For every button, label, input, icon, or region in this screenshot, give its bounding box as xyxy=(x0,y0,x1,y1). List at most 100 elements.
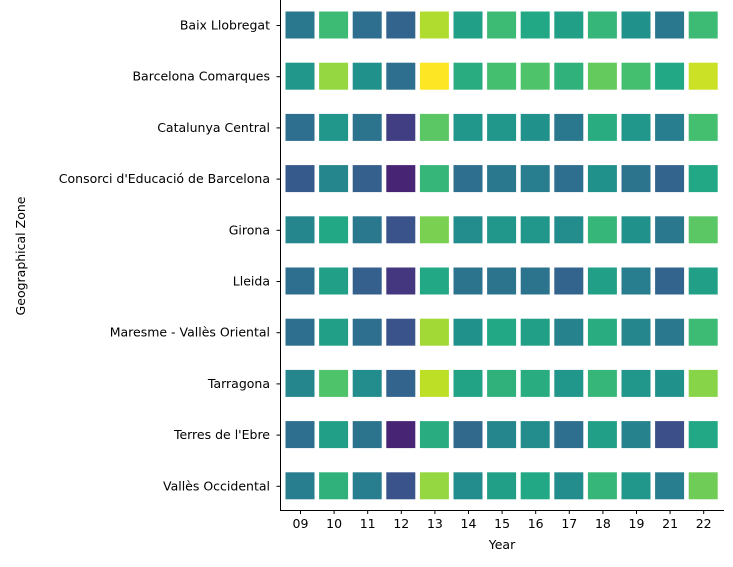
heatmap-cell xyxy=(553,164,585,194)
heatmap-cell xyxy=(418,112,450,142)
x-axis-label: Year xyxy=(488,537,516,552)
heatmap-cell xyxy=(519,164,551,194)
heatmap-cell xyxy=(519,368,551,398)
heatmap-cell xyxy=(452,215,484,245)
heatmap-cell xyxy=(620,368,652,398)
heatmap-cell xyxy=(687,61,719,91)
heatmap-cell xyxy=(553,317,585,347)
heatmap-cell xyxy=(586,215,618,245)
heatmap-cell xyxy=(687,266,719,296)
y-tick-label: Maresme - Vallès Oriental xyxy=(110,325,270,340)
heatmap-cell xyxy=(486,471,518,501)
heatmap-cell xyxy=(351,164,383,194)
heatmap-cell xyxy=(318,164,350,194)
heatmap-cell xyxy=(486,420,518,450)
heatmap-cell xyxy=(351,10,383,40)
heatmap-cell xyxy=(452,164,484,194)
heatmap-cell xyxy=(553,10,585,40)
heatmap-cell xyxy=(486,368,518,398)
heatmap-cell xyxy=(418,420,450,450)
heatmap-cell xyxy=(486,61,518,91)
x-tick-label: 11 xyxy=(360,516,376,531)
heatmap-cell xyxy=(385,164,417,194)
heatmap-cell xyxy=(586,164,618,194)
heatmap-cell xyxy=(284,368,316,398)
heatmap-cell xyxy=(318,61,350,91)
x-tick-label: 09 xyxy=(293,516,309,531)
heatmap-cell xyxy=(452,61,484,91)
heatmap-cell xyxy=(620,61,652,91)
heatmap-cell xyxy=(418,215,450,245)
heatmap-cell xyxy=(284,61,316,91)
heatmap-cell xyxy=(586,471,618,501)
heatmap-cell xyxy=(519,112,551,142)
heatmap-cell xyxy=(654,10,686,40)
heatmap-cell xyxy=(385,61,417,91)
heatmap-cell xyxy=(654,317,686,347)
heatmap-cell xyxy=(586,266,618,296)
heatmap-cell xyxy=(553,61,585,91)
heatmap-cell xyxy=(519,317,551,347)
heatmap-cell xyxy=(284,266,316,296)
heatmap-cell xyxy=(284,10,316,40)
heatmap-cell xyxy=(620,215,652,245)
heatmap-cell xyxy=(519,215,551,245)
heatmap-cell xyxy=(586,112,618,142)
heatmap-cell xyxy=(687,164,719,194)
heatmap-cell xyxy=(687,10,719,40)
heatmap-cell xyxy=(553,215,585,245)
y-tick-label: Barcelona Comarques xyxy=(132,69,270,84)
heatmap-cell xyxy=(385,317,417,347)
heatmap-cell xyxy=(418,317,450,347)
heatmap-cell xyxy=(318,420,350,450)
y-tick-label: Terres de l'Ebre xyxy=(173,427,270,442)
y-tick-label: Lleida xyxy=(233,274,270,289)
heatmap-cell xyxy=(351,317,383,347)
y-axis-label: Geographical Zone xyxy=(13,196,28,315)
y-tick-label: Catalunya Central xyxy=(157,120,270,135)
heatmap-cell xyxy=(687,420,719,450)
heatmap-cell xyxy=(687,112,719,142)
x-tick-label: 10 xyxy=(326,516,342,531)
heatmap-cell xyxy=(553,368,585,398)
heatmap-cell xyxy=(586,420,618,450)
x-tick-label: 14 xyxy=(461,516,477,531)
heatmap-cell xyxy=(553,112,585,142)
heatmap-cell xyxy=(284,317,316,347)
heatmap-cell xyxy=(687,368,719,398)
heatmap-cell xyxy=(620,471,652,501)
heatmap-cell xyxy=(620,317,652,347)
heatmap-cell xyxy=(586,317,618,347)
heatmap-cell xyxy=(486,215,518,245)
x-tick-label: 15 xyxy=(494,516,510,531)
heatmap-cell xyxy=(687,471,719,501)
heatmap-cell xyxy=(486,266,518,296)
heatmap-cell xyxy=(620,112,652,142)
x-tick-label: 18 xyxy=(595,516,611,531)
heatmap-cell xyxy=(486,10,518,40)
heatmap-cell xyxy=(654,215,686,245)
heatmap-cell xyxy=(284,164,316,194)
heatmap-cell xyxy=(318,266,350,296)
heatmap-cells xyxy=(284,10,719,501)
axes xyxy=(276,0,724,514)
y-tick-labels: Baix Llobregat Barcelona Comarques Catalun… xyxy=(59,18,271,494)
heatmap-cell xyxy=(654,471,686,501)
heatmap-cell xyxy=(586,368,618,398)
heatmap-cell xyxy=(284,112,316,142)
heatmap-cell xyxy=(519,420,551,450)
y-tick-label: Consorci d'Educació de Barcelona xyxy=(59,171,270,186)
x-tick-label: 19 xyxy=(629,516,645,531)
x-tick-label: 17 xyxy=(561,516,577,531)
heatmap-cell xyxy=(452,112,484,142)
heatmap-cell xyxy=(486,112,518,142)
heatmap-cell xyxy=(553,471,585,501)
heatmap-cell xyxy=(687,317,719,347)
x-tick-label: 21 xyxy=(662,516,678,531)
heatmap-cell xyxy=(418,471,450,501)
heatmap-cell xyxy=(318,112,350,142)
heatmap-cell xyxy=(553,420,585,450)
heatmap-cell xyxy=(586,10,618,40)
heatmap-cell xyxy=(586,61,618,91)
